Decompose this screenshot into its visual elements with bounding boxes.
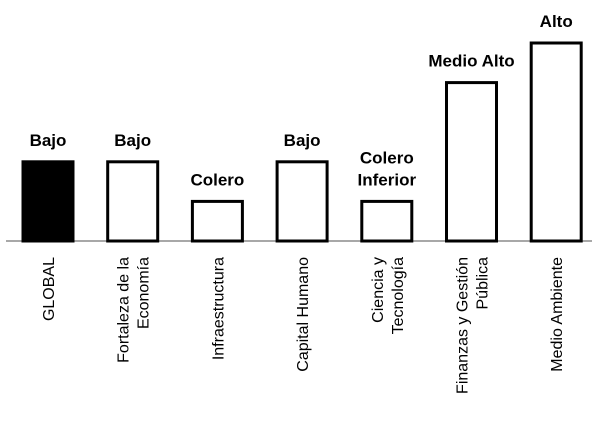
value-label-0: Bajo — [30, 131, 67, 150]
bar-3 — [275, 160, 329, 243]
category-label-0: GLOBAL — [41, 257, 58, 321]
bar-0 — [21, 160, 75, 243]
value-label-3: Bajo — [284, 131, 321, 150]
category-label-2: Infraestructura — [210, 257, 227, 360]
bar-2 — [190, 199, 244, 243]
category-label-5: Finanzas y Gestión Pública — [455, 257, 492, 394]
value-label-6: Alto — [540, 12, 573, 31]
value-label-5: Medio Alto — [428, 52, 514, 71]
value-label-2: Colero — [190, 170, 244, 189]
category-label-4: Ciencia y Tecnología — [370, 257, 407, 334]
bar-6 — [529, 41, 583, 243]
category-label-6: Medio Ambiente — [549, 257, 566, 372]
category-label-1: Fortaleza de la Economía — [116, 257, 153, 363]
category-label-3: Capital Humano — [295, 257, 312, 372]
bar-5 — [445, 81, 498, 243]
bar-4 — [360, 199, 414, 243]
value-label-1: Bajo — [114, 131, 151, 150]
bar-1 — [106, 160, 160, 243]
value-label-4: Colero Inferior — [358, 148, 417, 189]
